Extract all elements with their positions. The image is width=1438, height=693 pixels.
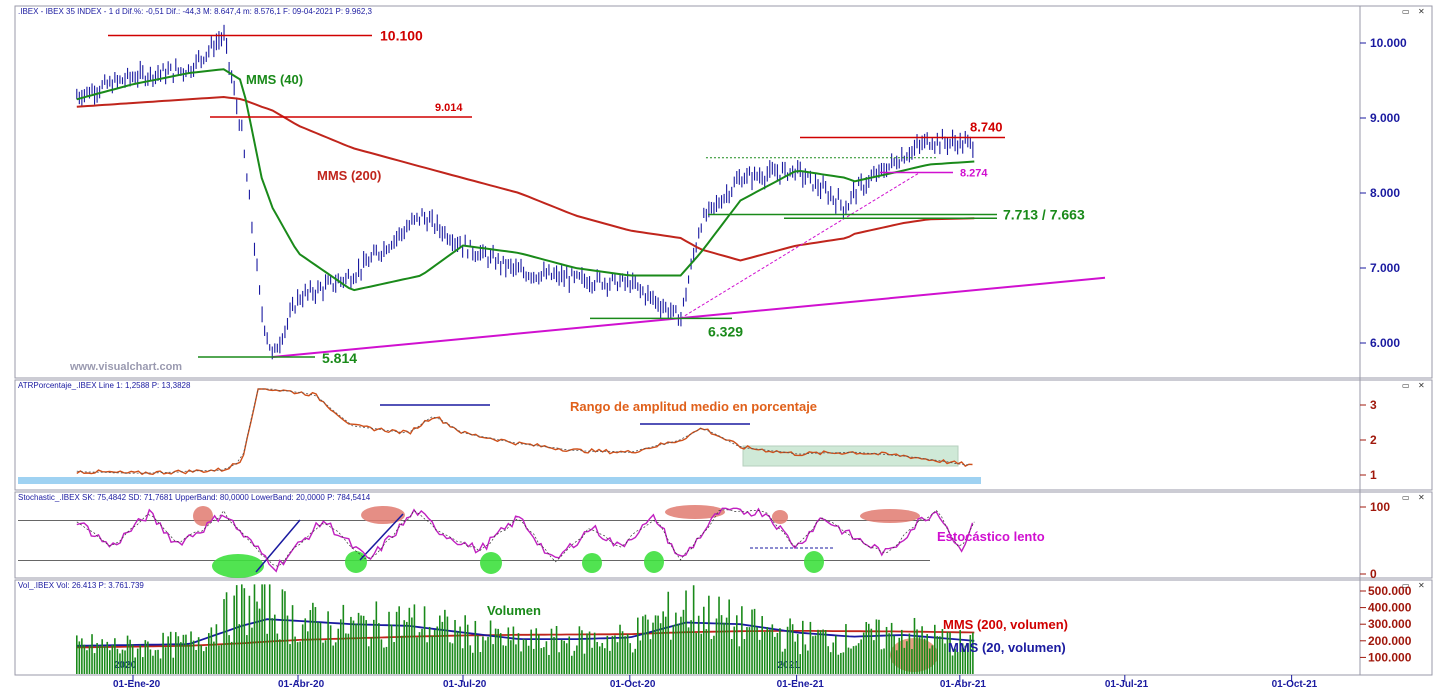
level-label: 9.014	[435, 102, 463, 114]
oversold-highlight	[480, 552, 502, 574]
stoch-trendline	[255, 519, 301, 573]
x-tick-label: 01-Abr-20	[278, 679, 325, 690]
panel-controls[interactable]: ▭ ✕ ▭ ✕ ▭ ✕ ▭ ✕	[1402, 7, 1425, 590]
rising-trendline	[680, 172, 921, 319]
overbought-highlight	[860, 509, 920, 523]
oversold-highlight	[804, 551, 824, 573]
y-tick-label: 2	[1370, 433, 1377, 447]
oversold-highlight	[644, 551, 664, 573]
close-icon[interactable]: ✕	[1418, 381, 1425, 390]
price-bars	[76, 24, 974, 360]
overbought-highlight	[772, 510, 788, 524]
stoch-title: Estocástico lento	[937, 529, 1045, 544]
close-icon[interactable]: ✕	[1418, 7, 1425, 16]
atr-title: Rango de amplitud medio en porcentaje	[570, 399, 817, 414]
y-tick-label: 8.000	[1370, 186, 1400, 200]
x-tick-label: 01-Oct-20	[610, 679, 656, 690]
stochastic-panel-header: Stochastic_.IBEX SK: 75,4842 SD: 71,7681…	[18, 493, 371, 502]
close-icon[interactable]: ✕	[1418, 493, 1425, 502]
minimize-icon[interactable]: ▭	[1402, 493, 1410, 502]
level-label: 6.329	[708, 323, 743, 339]
oversold-highlight	[345, 551, 367, 573]
overbought-highlight	[361, 506, 405, 524]
axis-ticks: 10.000 9.000 8.000 7.000 6.000 3 2 1 100 0 500.000…	[113, 36, 1412, 690]
ma40-line	[76, 68, 975, 292]
minimize-icon[interactable]: ▭	[1402, 381, 1410, 390]
y-tick-label: 6.000	[1370, 336, 1400, 350]
y-tick-label: 100.000	[1368, 650, 1412, 664]
level-lines: 10.100 9.014 8.740 8.274 7.713 / 7.663 6.329 5…	[108, 28, 1085, 366]
oversold-highlight	[212, 554, 264, 578]
year-label: 2021	[778, 660, 801, 671]
atr-signal-line	[76, 388, 969, 474]
y-tick-label: 9.000	[1370, 111, 1400, 125]
ma200-annotation: MMS (200)	[317, 168, 381, 183]
price-panel-header: .IBEX - IBEX 35 INDEX - 1 d Dif.%: -0,51…	[18, 7, 373, 16]
ma200-line	[76, 95, 975, 262]
y-tick-label: 500.000	[1368, 584, 1412, 598]
close-icon[interactable]: ✕	[1418, 581, 1425, 590]
volume-title: Volumen	[487, 603, 541, 618]
x-tick-label: 01-Jul-20	[443, 679, 487, 690]
overbought-highlight	[665, 505, 725, 519]
ma40-annotation: MMS (40)	[246, 72, 303, 87]
x-tick-label: 01-Abr-21	[940, 679, 987, 690]
support-trendline	[272, 276, 1106, 358]
vol-ma20-label: MMS (20, volumen)	[948, 640, 1066, 655]
watermark: www.visualchart.com	[69, 361, 182, 373]
level-label: 5.814	[322, 350, 357, 366]
volume-bars	[75, 584, 974, 674]
x-tick-label: 01-Ene-20	[113, 679, 161, 690]
vol-ma200-label: MMS (200, volumen)	[943, 617, 1068, 632]
atr-panel-header: ATRPorcentaje_.IBEX Line 1: 1,2588 P: 13…	[18, 381, 191, 390]
atr-range-box	[742, 445, 959, 467]
y-tick-label: 1	[1370, 468, 1377, 482]
y-tick-label: 100	[1370, 500, 1390, 514]
atr-baseline-band	[18, 477, 981, 484]
y-tick-label: 200.000	[1368, 634, 1412, 648]
stoch-k-line	[76, 507, 974, 573]
y-tick-label: 3	[1370, 398, 1377, 412]
level-label: 8.274	[960, 167, 988, 179]
y-tick-label: 7.000	[1370, 261, 1400, 275]
level-label: 8.740	[970, 120, 1003, 135]
minimize-icon[interactable]: ▭	[1402, 581, 1410, 590]
y-tick-label: 400.000	[1368, 601, 1412, 615]
stoch-d-line	[76, 509, 975, 567]
atr-line	[76, 388, 973, 476]
volume-panel-header: Vol_.IBEX Vol: 26.413 P: 3.761.739	[18, 581, 144, 590]
oversold-highlight	[582, 553, 602, 573]
x-tick-label: 01-Oct-21	[1272, 679, 1318, 690]
level-label: 10.100	[380, 28, 423, 44]
minimize-icon[interactable]: ▭	[1402, 7, 1410, 16]
y-tick-label: 0	[1370, 567, 1377, 581]
overbought-highlight	[193, 506, 213, 526]
stoch-trendline	[359, 513, 404, 561]
y-tick-label: 10.000	[1370, 36, 1407, 50]
level-label: 7.713 / 7.663	[1003, 207, 1085, 223]
annotations: MMS (40) MMS (200) Rango de amplitud medio…	[246, 72, 1068, 655]
x-tick-label: 01-Jul-21	[1105, 679, 1149, 690]
x-tick-label: 01-Ene-21	[777, 679, 825, 690]
y-tick-label: 300.000	[1368, 617, 1412, 631]
